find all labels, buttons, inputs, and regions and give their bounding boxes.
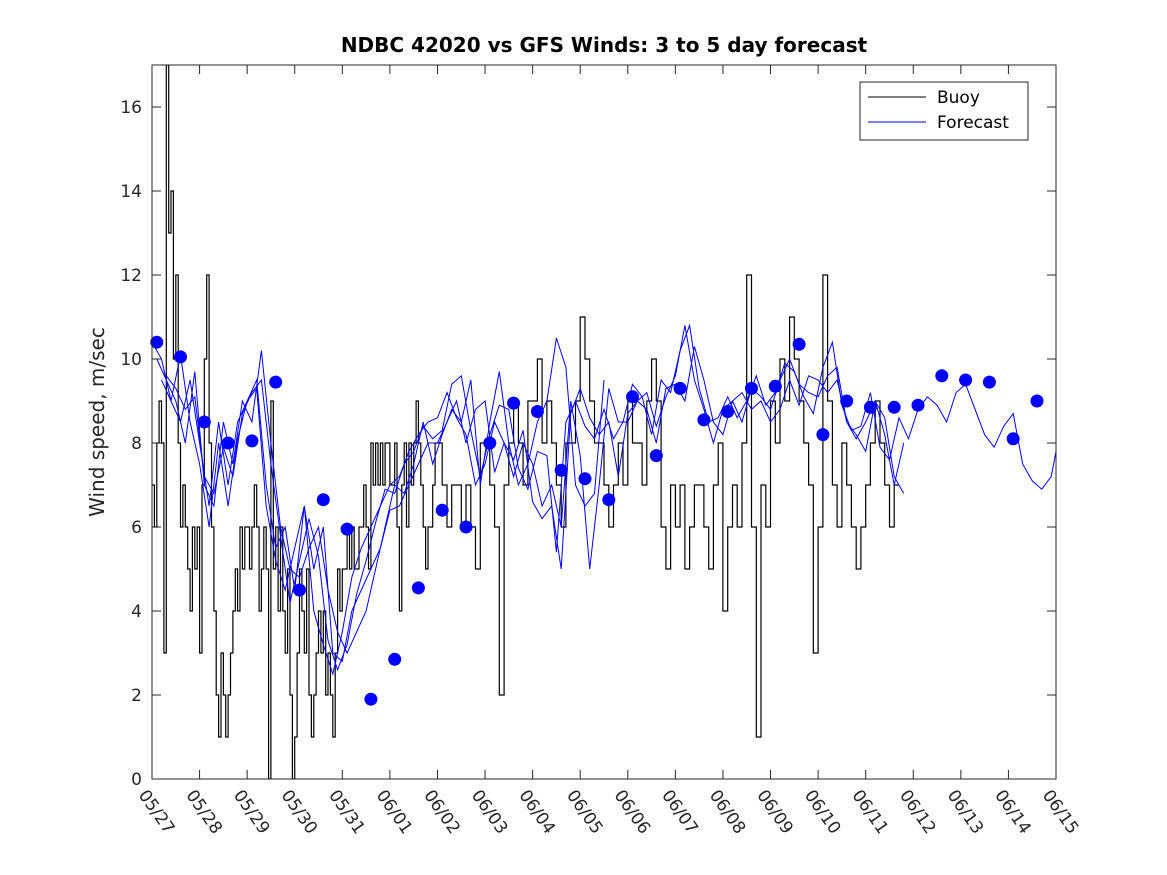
forecast-point [530, 405, 544, 418]
y-tick-label: 8 [131, 434, 142, 454]
forecast-series-line-3 [161, 325, 905, 676]
forecast-point [697, 413, 711, 427]
y-tick-label: 10 [120, 350, 142, 370]
forecast-series-line-1 [152, 341, 905, 663]
forecast-point [388, 652, 402, 666]
y-tick-label: 2 [131, 686, 142, 706]
y-axis-label: Wind speed, m/sec [85, 327, 109, 517]
forecast-point [863, 400, 877, 414]
forecast-point [150, 335, 164, 349]
legend: Buoy Forecast [859, 81, 1029, 141]
y-tick-label: 6 [131, 518, 142, 538]
forecast-point [340, 522, 354, 536]
forecast-point [483, 436, 497, 450]
legend-box [859, 81, 1029, 141]
forecast-point [221, 436, 235, 450]
forecast-point [174, 350, 187, 364]
axes-frame [151, 64, 1057, 780]
forecast-point [816, 428, 830, 442]
forecast-point [982, 375, 996, 389]
y-tick-label: 16 [120, 98, 142, 118]
forecast-point [911, 398, 925, 412]
forecast-point [364, 692, 378, 706]
forecast-point [959, 373, 973, 387]
forecast-point [197, 415, 211, 429]
buoy-series-line [152, 65, 899, 779]
forecast-point [1006, 432, 1020, 446]
forecast-point [507, 396, 521, 410]
forecast-point [649, 449, 663, 463]
forecast-point [316, 493, 330, 507]
forecast-point [1030, 394, 1044, 408]
forecast-point [745, 381, 758, 395]
plot-area [150, 64, 1057, 780]
forecast-series-line-2 [156, 337, 605, 655]
y-tick-label: 14 [120, 182, 142, 202]
forecast-point [840, 394, 854, 408]
forecast-point [459, 520, 473, 534]
forecast-point [554, 463, 568, 477]
chart-title: NDBC 42020 vs GFS Winds: 3 to 5 day fore… [341, 33, 868, 57]
forecast-point [935, 369, 949, 383]
y-axis-ticks: 0 2 4 6 8 10 12 14 16 [120, 98, 1056, 790]
forecast-point [411, 581, 425, 595]
forecast-point [602, 493, 616, 507]
y-tick-label: 4 [131, 602, 142, 622]
forecast-point [293, 583, 306, 597]
forecast-point [626, 390, 639, 404]
forecast-point [721, 405, 735, 418]
forecast-point [673, 381, 687, 395]
legend-buoy-label: Buoy [937, 88, 980, 108]
forecast-point [792, 337, 806, 351]
legend-forecast-label: Forecast [937, 113, 1009, 133]
forecast-point [578, 472, 592, 486]
forecast-point [435, 503, 449, 517]
y-tick-label: 12 [120, 266, 142, 286]
forecast-point [245, 434, 259, 448]
forecast-point [768, 379, 782, 393]
forecast-point [887, 400, 901, 414]
forecast-point [269, 375, 283, 389]
y-tick-label: 0 [131, 770, 142, 790]
forecast-series-line-4 [165, 323, 1056, 672]
